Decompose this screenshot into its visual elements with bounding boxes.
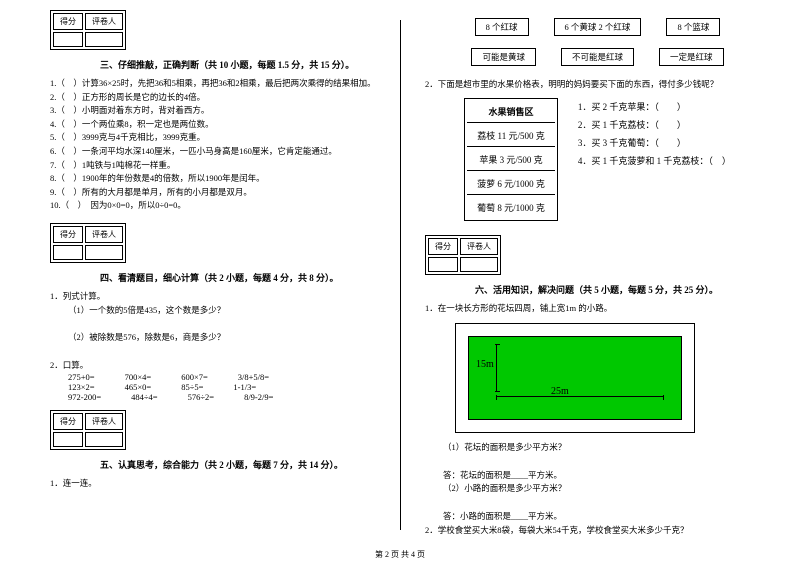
s6-q1-1: （1）花坛的面积是多少平方米？ — [443, 441, 770, 455]
section-3-title: 三、仔细推敲，正确判断（共 10 小题，每题 1.5 分，共 15 分）。 — [100, 58, 380, 71]
s4-q1: 1．列式计算。 — [50, 290, 380, 304]
s6-q2: 2．学校食堂买大米8袋，每袋大米54千克，学校食堂买大米多少千克？ — [425, 524, 770, 538]
score-box-5: 得分评卷人 — [50, 410, 126, 450]
section-6-title: 六、活用知识，解决问题（共 5 小题，每题 5 分，共 25 分）。 — [475, 283, 770, 296]
calc-row: 275+0= 700×4= 600×7= 3/8+5/8= — [68, 372, 380, 382]
top-box-row: 8 个红球 6 个黄球 2 个红球 8 个篮球 — [425, 18, 770, 36]
s4-q1-2: （2）被除数是576，除数是6，商是多少？ — [68, 331, 380, 345]
ball-box: 6 个黄球 2 个红球 — [554, 18, 642, 36]
grader-label: 评卷人 — [85, 13, 123, 30]
section-3-items: 1.（ ）计算36×25时，先把36和5相乘，再把36和2相乘，最后把两次乘得的… — [50, 77, 380, 213]
buy-item: 3．买 3 千克葡萄：（ ） — [578, 134, 731, 152]
buy-list: 1．买 2 千克苹果：（ ） 2．买 1 千克荔枝：（ ） 3．买 3 千克葡萄… — [578, 98, 731, 170]
s4-q1-1: （1）一个数的5倍是435，这个数是多少？ — [68, 304, 380, 318]
answer-box: 一定是红球 — [659, 48, 724, 66]
score-box-4: 得分评卷人 — [50, 223, 126, 263]
calc-row: 123×2= 465×0= 85÷5= 1-1/3= — [68, 382, 380, 392]
s6-ans1: 答：花坛的面积是____平方米。 — [443, 469, 770, 483]
answer-box: 可能是黄球 — [471, 48, 536, 66]
s3-item: 7.（ ）1吨铁与1吨棉花一样重。 — [50, 159, 380, 173]
fruit-row: 葡萄 8 元/1000 克 — [467, 197, 555, 218]
fruit-price-table: 水果销售区 荔枝 11 元/500 克 苹果 3 元/500 克 菠萝 6 元/… — [464, 98, 558, 221]
section-5-title: 五、认真思考，综合能力（共 2 小题，每题 7 分，共 14 分）。 — [100, 458, 380, 471]
s3-item: 5.（ ）3999克与4千克相比，3999克重。 — [50, 131, 380, 145]
s3-item: 8.（ ）1900年的年份数是4的倍数，所以1900年是闰年。 — [50, 172, 380, 186]
s3-item: 1.（ ）计算36×25时，先把36和5相乘，再把36和2相乘，最后把两次乘得的… — [50, 77, 380, 91]
page-footer: 第 2 页 共 4 页 — [0, 549, 800, 560]
dim-line-h — [496, 396, 664, 397]
score-box-3: 得分 评卷人 — [50, 10, 126, 50]
buy-item: 2．买 1 千克荔枝：（ ） — [578, 116, 731, 134]
fruit-row: 荔枝 11 元/500 克 — [467, 125, 555, 147]
right-q2: 2．下面是超市里的水果价格表，明明的妈妈要买下面的东西，得付多少钱呢？ — [425, 78, 770, 92]
garden-diagram: 15m 25m — [455, 323, 695, 433]
dim-line-v — [496, 344, 497, 392]
s6-q1-2: （2）小路的面积是多少平方米？ — [443, 482, 770, 496]
answer-box: 不可能是红球 — [561, 48, 634, 66]
garden-inner — [468, 336, 682, 420]
ball-box: 8 个篮球 — [666, 18, 720, 36]
s3-item: 2.（ ）正方形的周长是它的边长的4倍。 — [50, 91, 380, 105]
buy-item: 1．买 2 千克苹果：（ ） — [578, 98, 731, 116]
buy-item: 4．买 1 千克菠萝和 1 千克荔枝：（ ） — [578, 152, 731, 170]
fruit-row: 苹果 3 元/500 克 — [467, 149, 555, 171]
left-column: 得分 评卷人 三、仔细推敲，正确判断（共 10 小题，每题 1.5 分，共 15… — [0, 0, 400, 540]
score-box-6: 得分评卷人 — [425, 235, 501, 275]
s4-q2: 2．口算。 — [50, 359, 380, 373]
dim-label-25: 25m — [551, 386, 569, 397]
s3-item: 3.（ ）小明面对着东方时，背对着西方。 — [50, 104, 380, 118]
mid-box-row: 可能是黄球 不可能是红球 一定是红球 — [425, 48, 770, 66]
right-column: 8 个红球 6 个黄球 2 个红球 8 个篮球 可能是黄球 不可能是红球 一定是… — [400, 0, 800, 540]
s6-q1: 1．在一块长方形的花坛四周，铺上宽1m 的小路。 — [425, 302, 770, 316]
fruit-header: 水果销售区 — [467, 101, 555, 123]
fruit-row: 菠萝 6 元/1000 克 — [467, 173, 555, 195]
calc-row: 972-200= 484÷4= 576÷2= 8/9-2/9= — [68, 392, 380, 402]
s3-item: 6.（ ）一条河平均水深140厘米，一匹小马身高是160厘米，它肯定能通过。 — [50, 145, 380, 159]
s3-item: 10.（ ） 因为0×0=0，所以0÷0=0。 — [50, 199, 380, 213]
dim-label-15: 15m — [476, 359, 494, 370]
s6-ans2: 答：小路的面积是____平方米。 — [443, 510, 770, 524]
s5-q1: 1．连一连。 — [50, 477, 380, 491]
s3-item: 9.（ ）所有的大月都是单月，所有的小月都是双月。 — [50, 186, 380, 200]
s3-item: 4.（ ）一个两位乘8，积一定也是两位数。 — [50, 118, 380, 132]
section-4-title: 四、看清题目，细心计算（共 2 小题，每题 4 分，共 8 分）。 — [100, 271, 380, 284]
ball-box: 8 个红球 — [475, 18, 529, 36]
score-label: 得分 — [53, 13, 83, 30]
